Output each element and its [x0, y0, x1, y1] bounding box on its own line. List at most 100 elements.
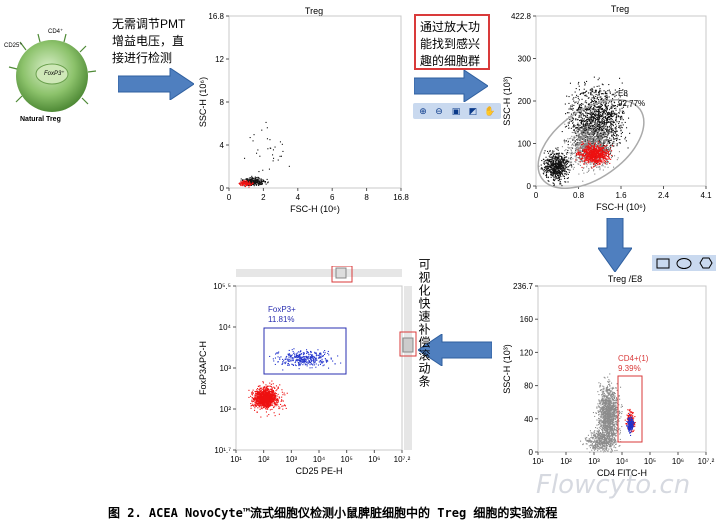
x-tick-label: 10³: [588, 457, 600, 466]
rectangle-gate-icon[interactable]: [656, 258, 670, 269]
x-tick-label: 0: [534, 191, 539, 200]
treg-cell-icon: [8, 33, 97, 112]
y-axis-label: SSC-H (10⁶): [198, 77, 208, 127]
dense-low-events: [538, 147, 573, 187]
y-tick-label: 80: [524, 382, 533, 391]
polygon-gate-icon[interactable]: [699, 257, 713, 269]
y-tick-label: 0: [527, 182, 532, 191]
x-tick-label: 10⁵: [341, 455, 353, 464]
plot-frame: [235, 285, 403, 451]
step1-annotation: 无需调节PMT 增益电压，直 接进行检测: [112, 17, 186, 65]
y-tick-label: 300: [518, 55, 532, 64]
plot1-fsc-ssc-full: Treg 0 2 4 6 8 16.8 0 4 8 12 16.8 FSC-H (10⁶) SSC-H …: [196, 6, 412, 220]
x-tick-label: 6: [330, 193, 335, 202]
x-tick-label: 2.4: [658, 191, 670, 200]
x-tick-label: 10⁷.²: [394, 455, 411, 464]
y-tick-label: 10¹.⁷: [214, 446, 231, 455]
gate-name: FoxP3+: [268, 305, 296, 314]
arrow-right-icon: [118, 68, 194, 100]
gate-percent: 11.81%: [268, 315, 295, 324]
natural-treg-label: Natural Treg: [20, 116, 61, 123]
gate-cd4: [617, 375, 643, 443]
plot3-cd4-ssc: Treg /E8 10¹ 10² 10³ 10⁴ 10⁵ 10⁶ 10⁷.² 0 40 80 120…: [500, 274, 722, 486]
cd25-label: CD25⁺: [4, 43, 23, 49]
x-tick-label: 10⁴: [313, 455, 326, 464]
y-tick-label: 0: [529, 448, 534, 457]
y-tick-label: 100: [518, 140, 532, 149]
red-spread-events: [248, 380, 288, 418]
x-tick-label: 0.8: [573, 191, 585, 200]
gate-name: CD4+(1): [618, 354, 649, 363]
y-tick-label: 10⁴: [219, 323, 232, 332]
grey-events: [561, 116, 620, 182]
y-tick-label: 16.8: [208, 12, 224, 21]
sparse-events: [244, 121, 290, 173]
hand-icon[interactable]: ✋: [484, 106, 496, 116]
y-axis-label: SSC-H (10³): [502, 76, 512, 126]
watermark: Flowcyto.cn: [536, 470, 691, 500]
y-tick-label: 200: [518, 97, 532, 106]
x-tick-label: 4.1: [700, 191, 712, 200]
x-tick-label: 10²: [258, 455, 270, 464]
x-tick-label: 1.6: [615, 191, 627, 200]
cd4-label: CD4⁺: [48, 29, 64, 35]
ellipse-gate-icon[interactable]: [676, 258, 692, 269]
y-tick-label: 422.8: [511, 12, 532, 21]
zoom-in-icon[interactable]: ⊕: [419, 106, 427, 116]
foxp3-label: FoxP3⁺: [44, 71, 65, 77]
y-tick-label: 10³: [219, 364, 231, 373]
select-icon[interactable]: ◩: [468, 106, 478, 116]
red-events: [575, 140, 613, 169]
blue-events: [626, 413, 635, 436]
x-tick-label: 0: [227, 193, 232, 202]
arrow-down-icon: [598, 218, 632, 272]
red-events: [238, 180, 254, 188]
natural-treg-illustration: CD25⁺ CD4⁺ FoxP3⁺ Natural Treg: [2, 24, 102, 134]
x-tick-label: 2: [261, 193, 266, 202]
plot3-title: Treg /E8: [607, 274, 643, 284]
plot2-area: 0 0.8 1.6 2.4 4.1 0 100 200 300 422.8 FSC-H (10⁶) S…: [502, 12, 712, 212]
plot1-title: Treg: [304, 6, 324, 16]
x-tick-label: 10¹: [532, 457, 544, 466]
x-tick-label: 10⁶: [672, 457, 684, 466]
x-axis-label: CD4 FITC-H: [597, 468, 647, 478]
horizontal-comp-scrollbar: [236, 269, 402, 277]
x-axis-label: CD25 PE-H: [295, 466, 342, 476]
plot2-title: Treg: [610, 4, 630, 14]
gate-percent: 9.39%: [618, 364, 641, 373]
x-tick-label: 10⁵: [644, 457, 656, 466]
black-events: [561, 76, 632, 165]
y-tick-label: 120: [520, 348, 534, 357]
gate-e8: [537, 98, 645, 190]
plot4-cd25-foxp3: 10¹ 10² 10³ 10⁴ 10⁵ 10⁶ 10⁷.² 10¹.⁷ 10² 10³ 10⁴ 10⁵…: [196, 266, 418, 488]
step4-annotation: 可视化快速补偿滚动条: [417, 258, 431, 388]
plot-frame: [228, 15, 402, 189]
y-tick-label: 236.7: [513, 282, 534, 291]
arrow-right-icon: [414, 70, 488, 102]
x-tick-label: 16.8: [393, 193, 409, 202]
vertical-scroll-highlight: [399, 331, 417, 357]
y-tick-label: 4: [220, 141, 225, 150]
x-axis-label: FSC-H (10⁶): [290, 204, 340, 214]
figure-caption: 图 2. ACEA NovoCyte™流式细胞仪检测小鼠脾脏细胞中的 Treg …: [108, 506, 558, 520]
arrow-left-icon: [418, 334, 492, 366]
x-tick-label: 10³: [286, 455, 298, 464]
x-tick-label: 4: [296, 193, 301, 202]
zoom-out-icon[interactable]: ⊖: [435, 106, 443, 116]
x-axis-label: FSC-H (10⁶): [596, 202, 646, 212]
fit-icon[interactable]: ▣: [451, 106, 461, 116]
y-axis-label: SSC-H (10³): [502, 344, 512, 394]
horizontal-scroll-highlight: [331, 266, 353, 283]
x-tick-label: 10⁷.²: [698, 457, 715, 466]
gate-tools: [652, 255, 716, 271]
step2-annotation: 通过放大功 能找到感兴 趣的细胞群: [414, 14, 490, 70]
x-tick-label: 10⁴: [616, 457, 629, 466]
y-tick-label: 10²: [219, 405, 231, 414]
blue-events: [269, 348, 342, 371]
y-tick-label: 8: [220, 98, 225, 107]
y-axis-label: FoxP3APC-H: [198, 341, 208, 395]
y-tick-label: 12: [215, 55, 224, 64]
vertical-comp-scrollbar: [404, 286, 412, 450]
y-tick-label: 40: [524, 415, 533, 424]
plot3-area: 10¹ 10² 10³ 10⁴ 10⁵ 10⁶ 10⁷.² 0 40 80 120 160 236.7 C…: [502, 282, 715, 478]
